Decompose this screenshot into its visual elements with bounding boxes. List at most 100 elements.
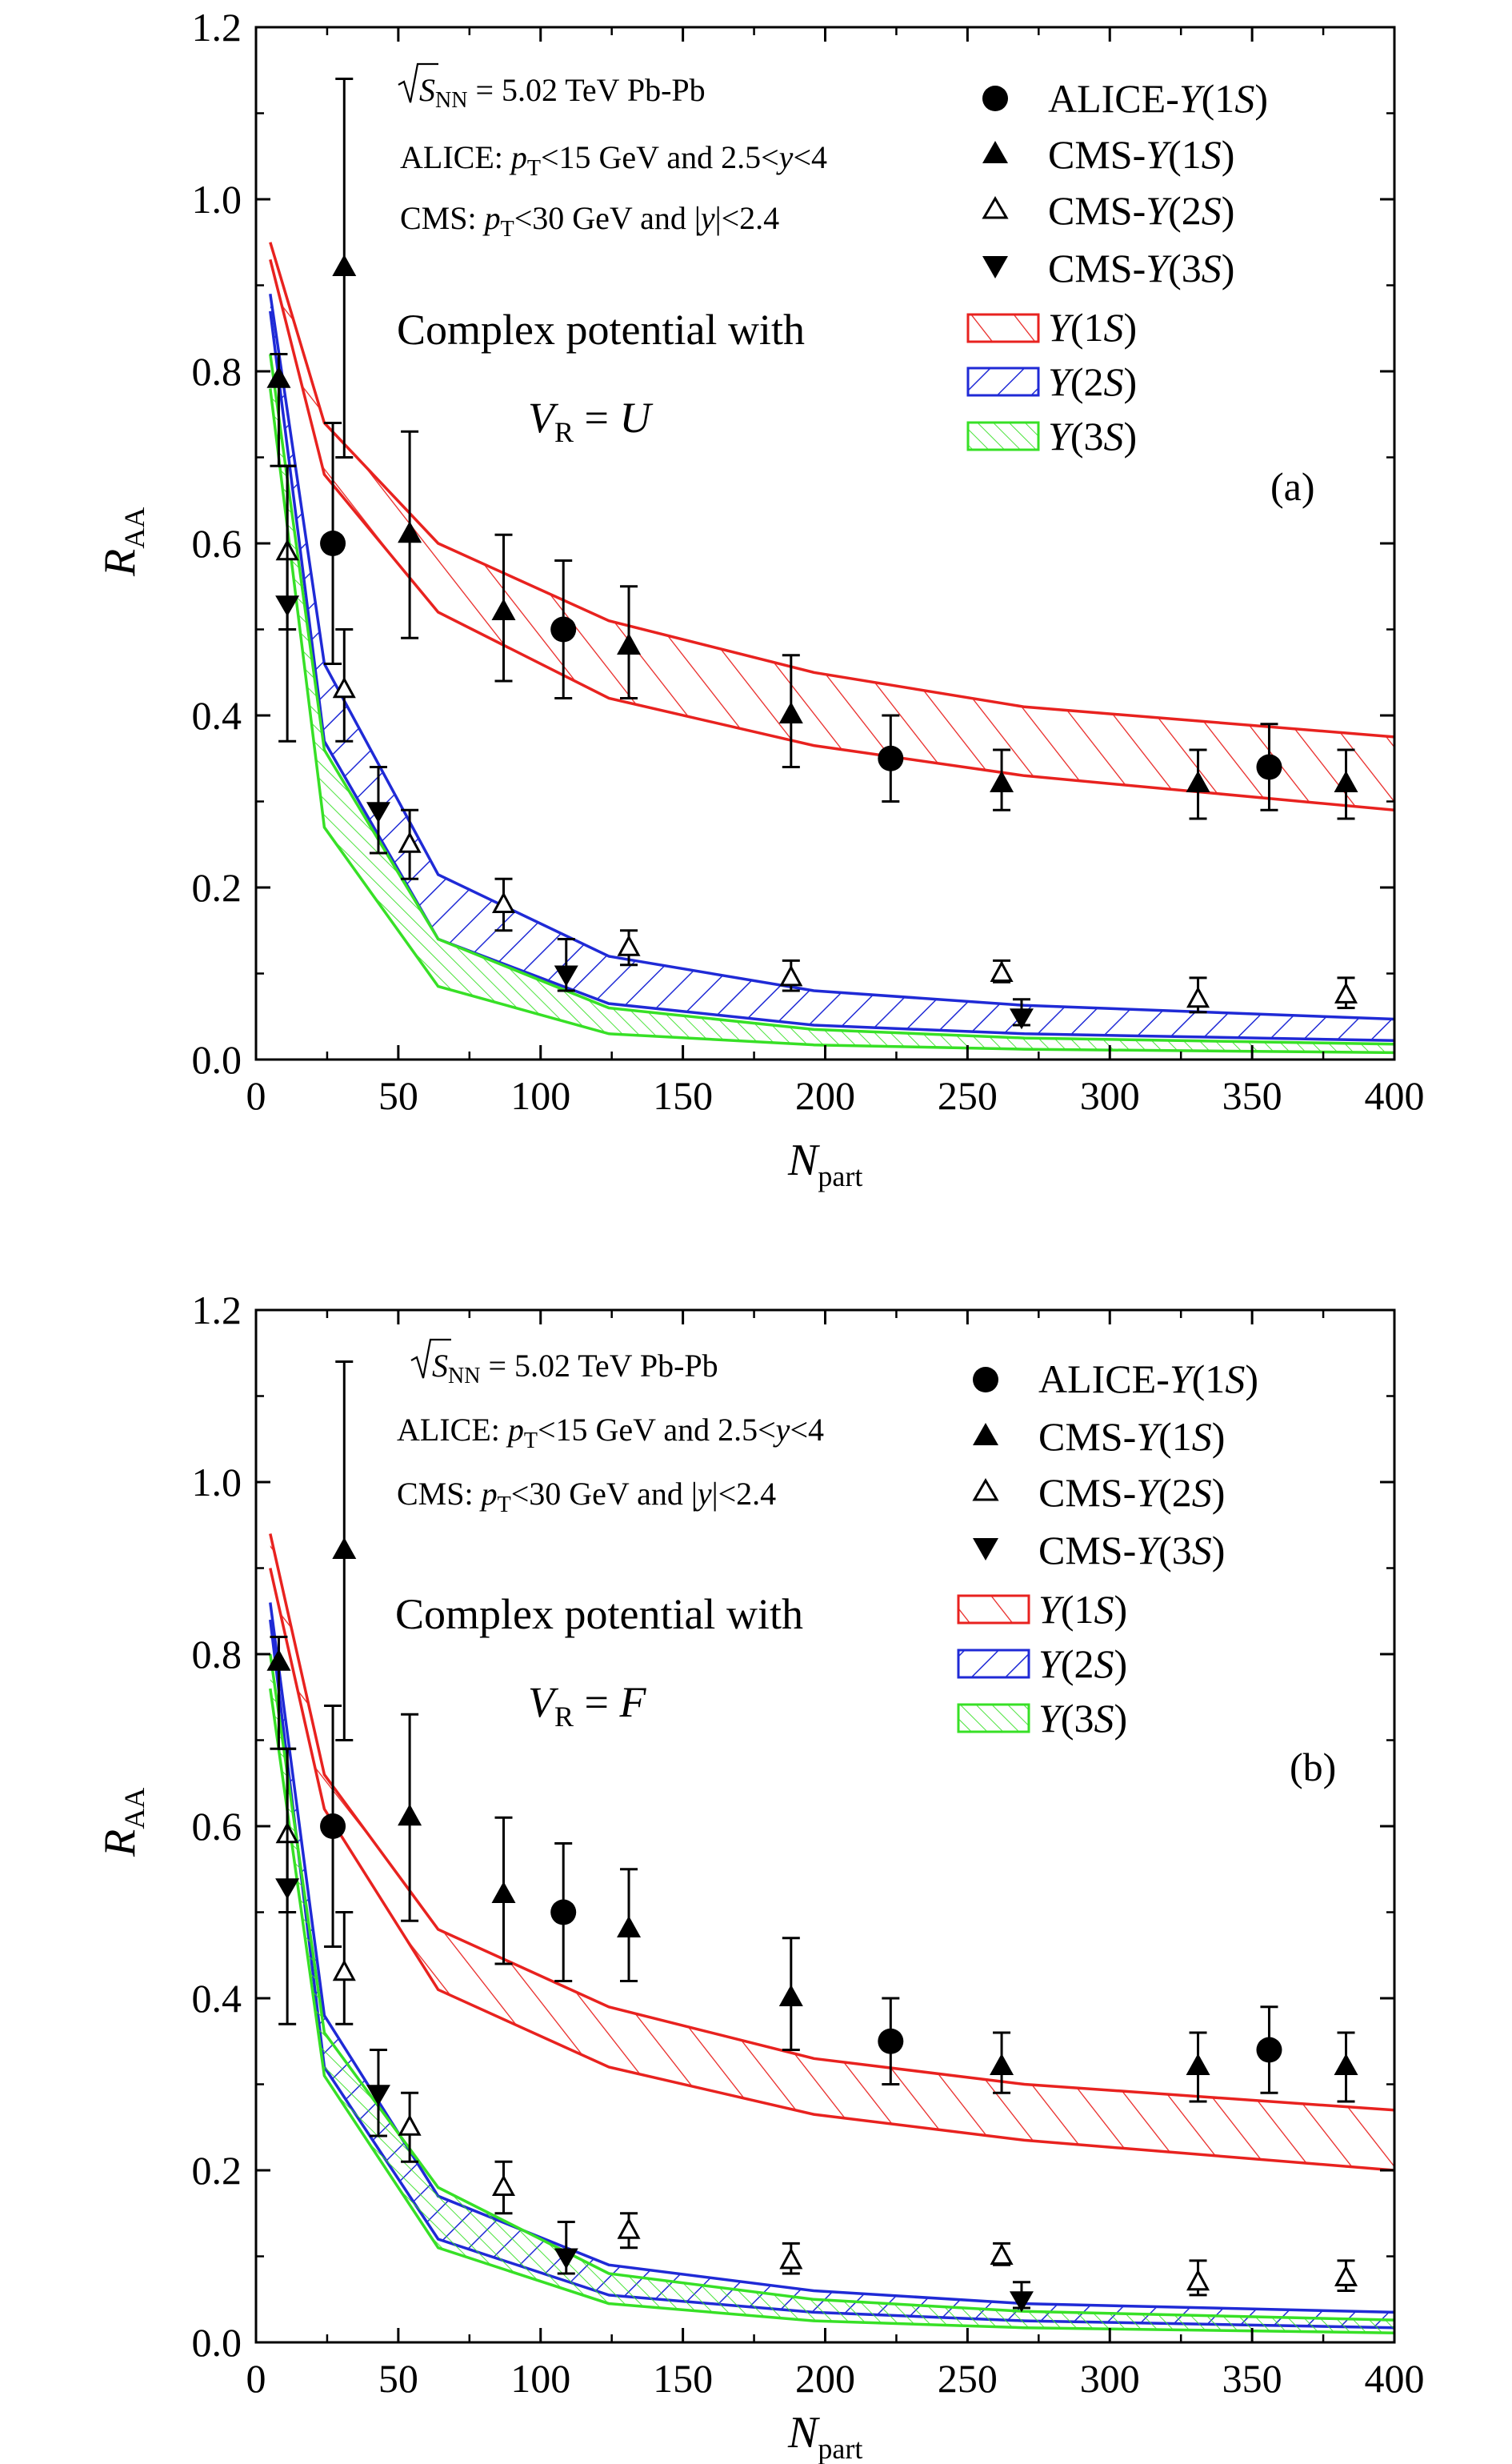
cms-1s-point [990,2053,1014,2075]
y-tick-label: 1.0 [192,177,242,222]
band-upper-s1 [269,1533,1394,2112]
legend-marker-alice-1s [982,86,1008,111]
energy-label: SNN = 5.02 TeV Pb-Pb [419,72,706,113]
cms-2s-point [398,831,422,853]
x-tick-label: 250 [938,2356,998,2401]
cms-3s-point [554,965,578,987]
cms-2s-point [990,2243,1014,2265]
band-lower-s3 [269,1688,1394,2334]
sqrt-sign [398,62,438,103]
x-tick-label: 150 [653,2356,713,2401]
x-tick-label: 100 [510,1073,570,1118]
x-tick-label: 300 [1080,1073,1140,1118]
alice-1s-point [550,1899,577,1925]
sqrt-sign [410,1338,451,1379]
cms-3s-point [366,802,390,823]
info-block: SNN = 5.02 TeV Pb-Pb ALICE: pT<15 GeV an… [395,1338,1336,1789]
cms-3s-point [554,2248,578,2270]
cms-2s-point [779,2247,803,2270]
x-tick-label: 100 [510,2356,570,2401]
legend-label-band-3s: Υ(3S) [1038,1696,1127,1741]
cms-1s-point [266,366,291,388]
cms-1s-point [778,1985,803,2006]
cms-1s-point [398,521,422,543]
theory-bands [269,1533,1394,2334]
legend-swatch-1s [957,1594,1030,1625]
legend-label-alice-1s: ALICE-Υ(1S) [1048,76,1268,121]
legend-marker-cms-1s [973,1423,998,1445]
y-tick-label: 0.8 [192,1632,242,1677]
band-upper-s3 [269,1653,1394,2322]
alice-1s-point [320,1813,346,1839]
legend: ALICE-Υ(1S) CMS-Υ(1S) CMS-Υ(2S) CMS-Υ(3S… [957,1356,1258,1741]
panel-label: (a) [1270,464,1315,509]
potential-label: VR = F [528,1678,646,1733]
band-fill-s1 [270,1533,1394,2170]
x-tick-label: 200 [795,1073,855,1118]
alice-1s-point [1256,2037,1282,2063]
legend-label-cms-3s: CMS-Υ(3S) [1048,246,1234,290]
legend-label-band-2s: Υ(2S) [1048,359,1137,404]
legend-swatch-2s [957,1649,1030,1679]
x-tick-label: 250 [938,1073,998,1118]
y-tick-label: 0.2 [192,865,242,910]
cms-2s-point [398,2114,422,2136]
x-tick-label: 400 [1365,2356,1425,2401]
cms-2s-point [332,1959,356,1981]
legend-marker-cms-2s [972,1478,999,1501]
band-upper-s3 [269,354,1394,1046]
band-lower-s1 [269,1568,1394,2172]
alice-1s-point [878,2028,904,2054]
legend-marker-cms-3s [982,256,1008,278]
cms-2s-point [617,935,641,956]
legend-swatch-3s [957,1703,1030,1733]
cms-3s-point [1009,1008,1034,1030]
model-label: Complex potential with [395,1590,803,1638]
band-lower-s3 [269,388,1394,1055]
cms-2s-point [332,676,356,699]
panel-b: 0 50 100 150 200 250 300 350 400 0.0 0.2 0.4 0.6 0.8 1… [95,1288,1425,2464]
band-lower-s1 [269,258,1394,812]
legend-swatch-3s [966,421,1040,451]
y-tick-label: 0.2 [192,2148,242,2193]
cms-1s-point [332,254,357,276]
y-tick-label: 1.2 [192,5,242,50]
cms-2s-point [491,2174,516,2196]
cms-2s-point [1334,982,1358,1004]
tick-labels: 0 50 100 150 200 250 300 350 400 0.0 0.2 0.4 0.6 0.8 1… [192,5,1425,1118]
plot-frame [254,26,1396,1061]
energy-label: SNN = 5.02 TeV Pb-Pb [432,1348,718,1388]
cms-2s-point [491,891,516,913]
cms-3s-point [1009,2291,1034,2313]
x-axis-title: Npart [787,1136,862,1192]
legend-label-band-3s: Υ(3S) [1048,414,1137,459]
y-tick-label: 1.0 [192,1460,242,1504]
cms-3s-point [366,2085,390,2106]
x-tick-label: 350 [1222,2356,1282,2401]
potential-label: VR = U [528,394,653,448]
cms-1s-point [332,1537,357,1559]
legend-marker-cms-2s [982,196,1009,219]
cms-1s-point [398,1804,422,1826]
alice-1s-point [320,531,346,556]
y-tick-label: 0.0 [192,2320,242,2365]
y-tick-label: 0.6 [192,521,242,566]
legend-label-cms-2s: CMS-Υ(2S) [1048,188,1234,233]
y-tick-label: 0.0 [192,1037,242,1082]
y-tick-label: 0.4 [192,1976,242,2021]
y-axis-title: RAA [95,1788,150,1857]
x-tick-label: 50 [378,1073,418,1118]
band-fill-s2 [270,294,1394,1041]
alice-1s-point [550,616,577,643]
legend-label-alice-1s: ALICE-Υ(1S) [1038,1356,1258,1401]
alice-1s-point [1256,754,1282,780]
cms-1s-point [990,771,1014,792]
legend-label-cms-1s: CMS-Υ(1S) [1038,1414,1225,1459]
cms-2s-point [1334,2265,1358,2286]
plot-frame [254,1308,1396,2344]
data-points [266,78,1358,1030]
legend-marker-cms-1s [982,141,1008,163]
x-tick-label: 0 [246,1073,266,1118]
cms-2s-point [990,960,1014,982]
